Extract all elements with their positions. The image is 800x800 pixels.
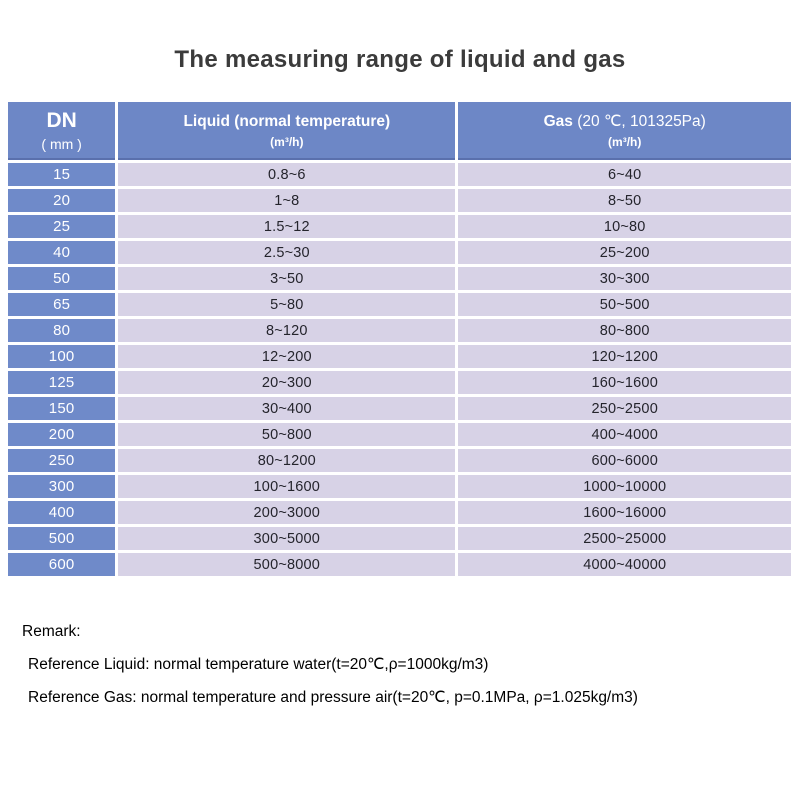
- cell-liquid-range: 500~8000: [118, 553, 456, 576]
- cell-liquid-range: 20~300: [118, 371, 456, 394]
- table-body: 15 0.8~6 6~40 20 1~8 8~50 25 1.5~12 10~80 40 2.5~3…: [8, 163, 791, 576]
- cell-dn: 200: [8, 423, 116, 446]
- table-row: 20 1~8 8~50: [8, 189, 791, 212]
- cell-dn: 400: [8, 501, 116, 524]
- cell-dn: 65: [8, 293, 116, 316]
- cell-liquid-range: 200~3000: [118, 501, 456, 524]
- cell-liquid-range: 8~120: [118, 319, 456, 342]
- cell-gas-range: 600~6000: [458, 449, 791, 472]
- cell-gas-range: 10~80: [458, 215, 791, 238]
- remark-section: Remark: Reference Liquid: normal tempera…: [22, 623, 800, 707]
- cell-gas-range: 6~40: [458, 163, 791, 186]
- cell-liquid-range: 0.8~6: [118, 163, 456, 186]
- table-row: 200 50~800 400~4000: [8, 423, 791, 446]
- cell-dn: 300: [8, 475, 116, 498]
- cell-dn: 500: [8, 527, 116, 550]
- cell-liquid-range: 3~50: [118, 267, 456, 290]
- cell-gas-range: 30~300: [458, 267, 791, 290]
- cell-gas-range: 80~800: [458, 319, 791, 342]
- cell-dn: 250: [8, 449, 116, 472]
- header-liquid-label: Liquid (normal temperature): [183, 112, 391, 130]
- cell-gas-range: 25~200: [458, 241, 791, 264]
- cell-gas-range: 4000~40000: [458, 553, 791, 576]
- cell-liquid-range: 1.5~12: [118, 215, 456, 238]
- cell-liquid-range: 100~1600: [118, 475, 456, 498]
- cell-liquid-range: 12~200: [118, 345, 456, 368]
- header-gas-unit: (m³/h): [608, 135, 642, 150]
- header-gas-word: Gas: [543, 112, 573, 130]
- cell-gas-range: 120~1200: [458, 345, 791, 368]
- cell-liquid-range: 80~1200: [118, 449, 456, 472]
- measuring-range-table: DN ( mm ) Liquid (normal temperature) (m…: [5, 99, 794, 579]
- cell-gas-range: 1000~10000: [458, 475, 791, 498]
- header-liquid: Liquid (normal temperature) (m³/h): [118, 102, 456, 160]
- cell-dn: 40: [8, 241, 116, 264]
- cell-liquid-range: 2.5~30: [118, 241, 456, 264]
- page-title: The measuring range of liquid and gas: [174, 46, 626, 73]
- table-row: 15 0.8~6 6~40: [8, 163, 791, 186]
- remark-reference-liquid: Reference Liquid: normal temperature wat…: [28, 656, 489, 673]
- table-row: 600 500~8000 4000~40000: [8, 553, 791, 576]
- cell-liquid-range: 1~8: [118, 189, 456, 212]
- remark-reference-gas: Reference Gas: normal temperature and pr…: [28, 689, 638, 706]
- header-dn-unit: ( mm ): [41, 136, 82, 153]
- cell-liquid-range: 5~80: [118, 293, 456, 316]
- cell-gas-range: 8~50: [458, 189, 791, 212]
- cell-gas-range: 400~4000: [458, 423, 791, 446]
- cell-gas-range: 2500~25000: [458, 527, 791, 550]
- cell-dn: 150: [8, 397, 116, 420]
- table-row: 400 200~3000 1600~16000: [8, 501, 791, 524]
- table-row: 150 30~400 250~2500: [8, 397, 791, 420]
- remark-title: Remark:: [22, 623, 81, 640]
- cell-dn: 80: [8, 319, 116, 342]
- cell-gas-range: 250~2500: [458, 397, 791, 420]
- header-dn-label: DN: [46, 108, 77, 132]
- header-gas-label: Gas (20 ℃, 101325Pa): [460, 111, 789, 133]
- cell-liquid-range: 300~5000: [118, 527, 456, 550]
- table-row: 500 300~5000 2500~25000: [8, 527, 791, 550]
- table-row: 100 12~200 120~1200: [8, 345, 791, 368]
- cell-gas-range: 50~500: [458, 293, 791, 316]
- table-row: 125 20~300 160~1600: [8, 371, 791, 394]
- header-row: DN ( mm ) Liquid (normal temperature) (m…: [8, 102, 791, 160]
- table-row: 40 2.5~30 25~200: [8, 241, 791, 264]
- header-dn: DN ( mm ): [8, 102, 116, 160]
- cell-liquid-range: 30~400: [118, 397, 456, 420]
- table-row: 250 80~1200 600~6000: [8, 449, 791, 472]
- table-row: 50 3~50 30~300: [8, 267, 791, 290]
- cell-gas-range: 1600~16000: [458, 501, 791, 524]
- table-row: 65 5~80 50~500: [8, 293, 791, 316]
- cell-dn: 125: [8, 371, 116, 394]
- cell-dn: 15: [8, 163, 116, 186]
- cell-dn: 20: [8, 189, 116, 212]
- cell-dn: 25: [8, 215, 116, 238]
- cell-liquid-range: 50~800: [118, 423, 456, 446]
- cell-dn: 600: [8, 553, 116, 576]
- header-gas: Gas (20 ℃, 101325Pa) (m³/h): [458, 102, 791, 160]
- table-row: 25 1.5~12 10~80: [8, 215, 791, 238]
- cell-dn: 50: [8, 267, 116, 290]
- header-liquid-unit: (m³/h): [270, 135, 304, 150]
- cell-dn: 100: [8, 345, 116, 368]
- cell-gas-range: 160~1600: [458, 371, 791, 394]
- header-gas-condition: (20 ℃, 101325Pa): [577, 112, 706, 130]
- table-row: 80 8~120 80~800: [8, 319, 791, 342]
- table-row: 300 100~1600 1000~10000: [8, 475, 791, 498]
